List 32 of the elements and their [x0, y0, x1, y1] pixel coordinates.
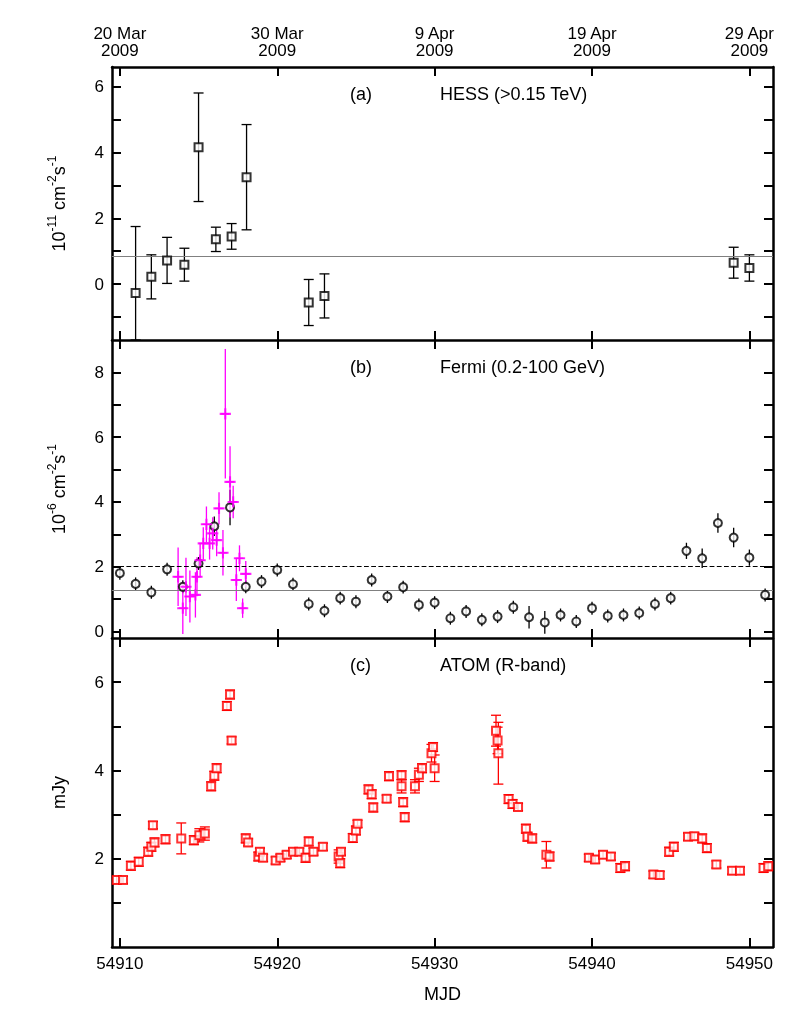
y-tick-label: 4: [94, 492, 104, 512]
y-tick-label: 8: [94, 362, 104, 382]
y-tick-label: 2: [94, 849, 104, 869]
annotation: (c): [350, 655, 371, 675]
y-tick-label: 4: [94, 760, 104, 780]
x-tick-label: 54950: [725, 954, 774, 973]
y-tick-label: 6: [94, 672, 104, 692]
x-tick-label: 54940: [568, 954, 616, 973]
x2-tick-label: 29 Apr 2009: [724, 24, 775, 60]
x-tick-label: 54920: [253, 954, 301, 973]
y-tick-label: 4: [94, 143, 104, 163]
annotation: (a): [350, 84, 372, 104]
x2-tick-label: 20 Mar 2009: [93, 24, 147, 60]
x-tick-label: 54910: [96, 954, 144, 973]
x2-tick-label: 9 Apr 2009: [414, 24, 455, 60]
y-tick-label: 0: [94, 622, 104, 641]
annotation: (b): [350, 357, 372, 377]
y-tick-label: 2: [94, 208, 104, 228]
y-tick-label: 2: [94, 557, 104, 577]
annotation: HESS (>0.15 TeV): [440, 84, 588, 104]
y-axis-title: 10-6 cm-2s-1: [45, 443, 69, 535]
x-axis-title: MJD: [424, 984, 461, 1004]
y-axis-title: 10-11 cm-2s-1: [45, 155, 69, 252]
x-tick-label: 54930: [410, 954, 459, 973]
y-tick-label: 6: [94, 77, 104, 97]
annotation: Fermi (0.2-100 GeV): [440, 357, 606, 377]
x2-tick-label: 30 Mar 2009: [250, 24, 305, 60]
y-axis-title: mJy: [49, 776, 69, 809]
annotation: ATOM (R-band): [440, 655, 567, 675]
y-tick-label: 6: [94, 427, 104, 447]
x2-tick-label: 19 Apr 2009: [567, 24, 617, 60]
y-tick-label: 0: [94, 274, 104, 294]
